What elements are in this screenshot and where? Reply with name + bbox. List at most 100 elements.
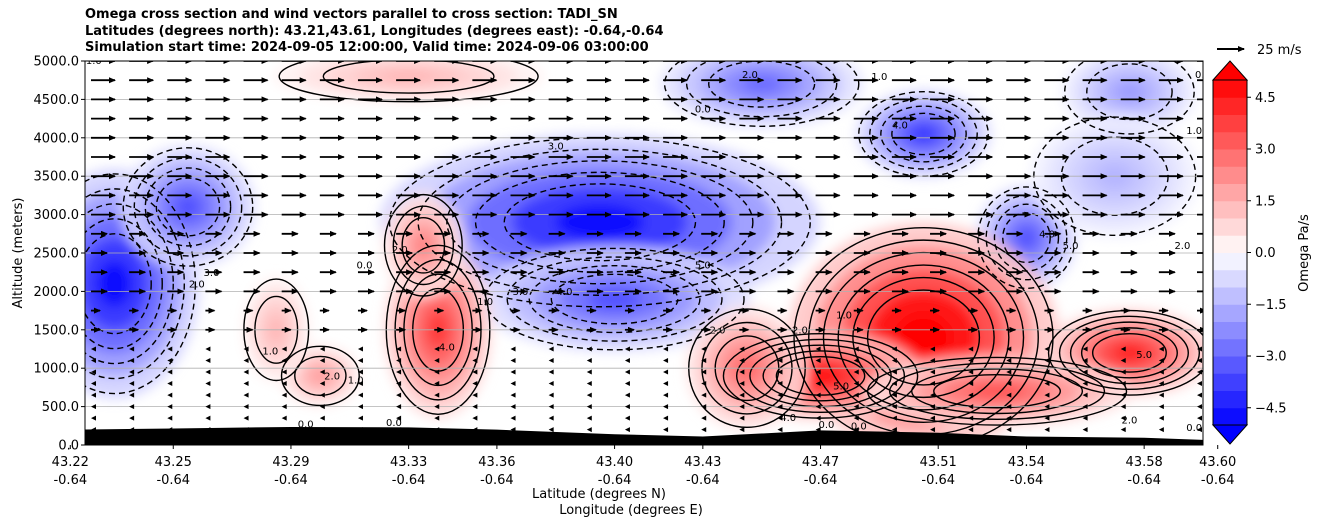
- wind-vector-3-12: [548, 392, 554, 398]
- contour-0-2: [85, 218, 163, 350]
- wind-vector-1-1: [129, 415, 135, 421]
- wind-vector-7-19: [815, 346, 821, 352]
- wind-vector-5-6: [319, 369, 325, 375]
- wind-vector-2-4: [243, 404, 249, 410]
- contour-6-3: [663, 61, 860, 127]
- wind-vector-3-0: [91, 392, 96, 398]
- wind-vector-1-4: [243, 415, 249, 421]
- wind-vector-5-15: [663, 369, 669, 375]
- colorbar-band-0: [1213, 407, 1247, 426]
- colorbar-extend-top: [1211, 60, 1249, 81]
- contour-label-11: 2.0: [392, 245, 408, 256]
- y-tick-label-10: 5000.0: [34, 55, 80, 70]
- contour-label-1: 3.0: [548, 141, 564, 152]
- wind-vector-4-18: [777, 381, 783, 387]
- wind-vector-3-8: [396, 392, 402, 398]
- x-axis: 43.22 -0.64 43.25 -0.64 43.29 -0.64 43.33 -0.64…: [52, 445, 1236, 488]
- wind-vector-1-2: [167, 415, 173, 421]
- wind-vector-4-29: [1197, 381, 1202, 387]
- contour-14-2: [852, 276, 995, 399]
- x-tick-lat-3: 43.33: [390, 455, 427, 470]
- wind-vector-3-18: [777, 392, 783, 398]
- contour-label-31: 0.0: [851, 422, 867, 433]
- wind-vector-7-29: [1197, 346, 1202, 352]
- wind-vector-5-13: [586, 369, 592, 375]
- x-tick-lat-6: 43.43: [684, 455, 721, 470]
- wind-vector-6-8: [396, 358, 402, 364]
- contour-6-1: [708, 61, 816, 108]
- x-tick-lat-2: 43.29: [272, 455, 309, 470]
- contour-1-2: [144, 167, 232, 247]
- contour-label-27: 1.0: [836, 310, 852, 321]
- wind-vector-4-19: [815, 381, 821, 387]
- contour-18-2: [911, 368, 1084, 415]
- wind-vector-6-29: [1197, 358, 1202, 364]
- wind-vector-2-28: [1158, 404, 1164, 410]
- contour-7-2: [1064, 61, 1195, 135]
- wind-vector-4-14: [624, 381, 630, 387]
- wind-vector-0-26: [1082, 427, 1088, 433]
- x-tick-lat-1: 43.25: [155, 455, 192, 470]
- colorbar-band-11: [1213, 218, 1247, 236]
- wind-vector-3-16: [701, 392, 707, 398]
- wind-vector-5-11: [510, 369, 516, 375]
- wind-vector-5-19: [815, 369, 821, 375]
- wind-vector-3-6: [319, 392, 325, 398]
- wind-vector-3-23: [968, 392, 974, 398]
- wind-vector-6-25: [1044, 358, 1050, 364]
- wind-vector-7-25: [1044, 346, 1050, 352]
- contour-label-34: 0.0: [1186, 423, 1202, 434]
- x-tick-lat-11: 43.60: [1199, 455, 1236, 470]
- wind-vector-6-19: [815, 358, 821, 364]
- terrain: [85, 426, 1203, 445]
- wind-vector-1-15: [663, 415, 669, 421]
- wind-vector-6-24: [1006, 358, 1012, 364]
- x-tick-lat-5: 43.40: [596, 455, 633, 470]
- contour-0-3: [85, 203, 174, 365]
- wind-vector-6-11: [510, 358, 516, 364]
- contour-labels: 1.03.02.0 1.0 0.00.04.0 1.04.05.0 2.02.00.03…: [86, 61, 1203, 434]
- wind-vector-5-7: [357, 369, 363, 375]
- contour-1-4: [122, 147, 254, 267]
- contour-label-17: 4.0: [557, 287, 573, 298]
- wind-vector-7-5: [281, 346, 287, 352]
- contour-label-12: 0.0: [357, 260, 373, 271]
- omega-region-5: [1016, 227, 1037, 249]
- omega-region-1: [174, 194, 202, 220]
- y-tick-label-8: 4000.0: [34, 131, 80, 146]
- omega-region-9: [381, 71, 436, 82]
- wind-vector-7-4: [243, 346, 249, 352]
- wind-vector-2-13: [586, 404, 592, 410]
- contour-3-2: [528, 264, 701, 334]
- wind-vector-5-28: [1158, 369, 1164, 375]
- wind-vector-1-17: [739, 415, 745, 421]
- wind-vector-3-19: [815, 392, 821, 398]
- y-tick-label-6: 3000.0: [34, 208, 80, 223]
- wind-vector-7-9: [434, 346, 440, 352]
- wind-vector-5-8: [396, 369, 402, 375]
- contour-7-1: [1086, 63, 1173, 121]
- omega-region-7: [1115, 82, 1143, 101]
- omega-region-2: [555, 204, 644, 240]
- wind-vector-2-26: [1082, 404, 1088, 410]
- wind-vector-5-12: [548, 369, 554, 375]
- quiver-key: 25 m/s: [1217, 43, 1302, 58]
- wind-vector-6-9: [434, 358, 440, 364]
- x-tick-lon-7: -0.64: [804, 473, 838, 488]
- wind-vector-6-3: [205, 358, 211, 364]
- wind-vector-6-26: [1082, 358, 1088, 364]
- wind-vector-2-23: [968, 404, 974, 410]
- wind-vector-1-16: [701, 415, 707, 421]
- colorbar-tick-label-3: 0.0: [1255, 246, 1276, 261]
- wind-vector-2-19: [815, 404, 821, 410]
- wind-vector-1-10: [472, 415, 478, 421]
- wind-vector-6-14: [624, 358, 630, 364]
- wind-vector-4-15: [663, 381, 669, 387]
- contour-16-3: [1069, 321, 1189, 385]
- x-axis-label-latitude: Latitude (degrees N): [532, 487, 666, 502]
- wind-vector-3-17: [739, 392, 745, 398]
- wind-vector-4-6: [319, 381, 325, 387]
- y-tick-label-2: 1000.0: [34, 362, 80, 377]
- contour-label-16: 3.0: [512, 287, 528, 298]
- wind-vector-6-17: [739, 358, 745, 364]
